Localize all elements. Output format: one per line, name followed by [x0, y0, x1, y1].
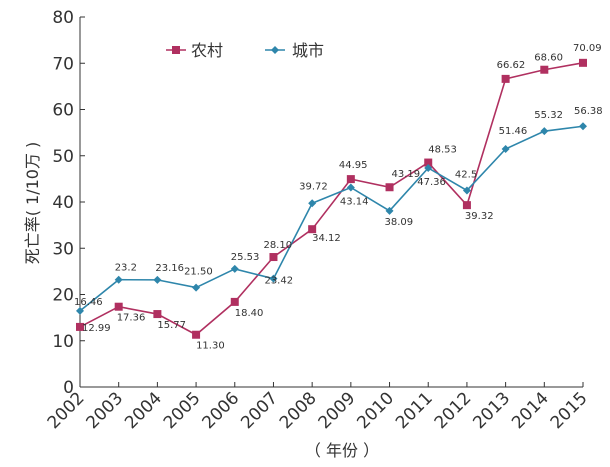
x-tick-label: 2010	[353, 388, 398, 433]
data-label: 47.36	[417, 177, 446, 188]
data-label: 15.77	[157, 320, 186, 331]
y-tick-label: 0	[63, 378, 74, 398]
data-label: 68.60	[534, 53, 563, 64]
data-point	[192, 330, 201, 339]
data-label: 43.19	[392, 169, 421, 180]
data-point	[462, 186, 471, 195]
data-point	[269, 253, 278, 262]
data-label: 43.14	[340, 196, 369, 207]
data-point	[114, 302, 123, 311]
data-point	[579, 122, 587, 131]
data-label: 42.5	[455, 169, 477, 180]
data-label: 18.40	[235, 308, 264, 319]
x-tick-label: 2012	[431, 388, 476, 433]
axes	[79, 16, 584, 388]
data-label: 21.50	[184, 267, 213, 278]
data-point	[153, 310, 162, 319]
data-label: 23.16	[155, 263, 184, 274]
y-tick-labels: 0 10 20 30 40 50 60 70 80	[52, 8, 74, 398]
data-point	[346, 183, 355, 192]
x-tick-label: 2008	[276, 388, 321, 433]
y-tick-label: 50	[52, 147, 74, 167]
data-point	[385, 183, 394, 192]
data-point	[540, 65, 549, 74]
data-label: 38.09	[385, 217, 414, 228]
data-label: 16.46	[74, 297, 103, 308]
data-label: 11.30	[196, 341, 225, 352]
y-tick-label: 80	[52, 8, 74, 28]
series-line	[79, 125, 584, 312]
y-tick-label: 10	[52, 332, 74, 352]
legend-label-urban: 城市	[292, 41, 324, 60]
data-label: 23.42	[264, 276, 293, 287]
data-point	[385, 206, 394, 215]
legend-label-rural: 农村	[191, 41, 223, 60]
data-label: 55.32	[534, 110, 563, 121]
data-point	[308, 225, 317, 234]
data-point	[114, 275, 123, 284]
y-tick-label: 20	[52, 286, 74, 306]
data-label: 25.53	[231, 252, 260, 263]
x-tick-label: 2014	[508, 388, 553, 433]
data-point	[76, 306, 84, 315]
data-label: 12.99	[82, 323, 111, 334]
legend-diamond-marker	[271, 46, 279, 54]
x-tick-label: 2009	[315, 388, 360, 433]
x-tick-label: 2004	[121, 388, 166, 433]
legend-item-rural: 农村	[166, 41, 223, 60]
data-point	[424, 158, 433, 167]
x-tick-label: 2011	[392, 388, 437, 433]
data-label: 23.2	[115, 263, 137, 274]
data-label: 39.32	[465, 211, 494, 222]
data-point	[540, 127, 549, 136]
x-tick-label: 2007	[237, 388, 282, 433]
data-label: 66.62	[497, 60, 526, 71]
data-point	[76, 322, 84, 331]
data-label: 17.36	[117, 313, 146, 324]
x-tick-label: 2015	[547, 388, 592, 433]
data-point	[230, 264, 239, 273]
data-labels: 12.99 17.36 15.77 11.30 18.40 28.10 34.12 44.95…	[74, 43, 603, 352]
data-label: 39.72	[299, 181, 328, 192]
data-point	[308, 199, 317, 208]
x-tick-label: 2006	[199, 388, 244, 433]
data-point	[230, 297, 239, 306]
series-lines	[79, 62, 584, 336]
data-point	[462, 201, 471, 210]
series-markers	[76, 58, 587, 339]
data-label: 28.10	[263, 240, 292, 251]
data-label: 44.95	[339, 160, 368, 171]
legend-square-marker	[172, 46, 180, 54]
data-point	[269, 274, 278, 283]
data-point	[153, 275, 162, 284]
y-tick-label: 40	[52, 193, 74, 213]
data-label: 56.38	[574, 106, 603, 117]
x-tick-labels: 2002200320042005200620072008200920102011…	[44, 388, 592, 433]
legend: 农村 城市	[166, 41, 324, 60]
x-tick-label: 2005	[160, 388, 205, 433]
y-tick-label: 30	[52, 239, 74, 259]
data-label: 70.09	[573, 43, 602, 54]
y-tick-label: 60	[52, 101, 74, 121]
data-label: 48.53	[428, 145, 457, 156]
data-point	[346, 175, 355, 184]
y-axis-title: 死亡率( 1/10万 )	[23, 142, 42, 265]
series-line	[79, 62, 584, 336]
x-tick-label: 2013	[469, 388, 514, 433]
x-tick-label: 2003	[82, 388, 127, 433]
legend-item-urban: 城市	[265, 41, 324, 60]
data-point	[579, 58, 587, 67]
data-label: 51.46	[499, 126, 528, 137]
data-point	[192, 283, 201, 292]
data-point	[501, 144, 510, 153]
x-axis-title: （ 年份 ）	[305, 441, 379, 460]
data-point	[501, 74, 510, 83]
data-label: 34.12	[312, 233, 341, 244]
data-point	[424, 163, 433, 172]
y-tick-label: 70	[52, 54, 74, 74]
